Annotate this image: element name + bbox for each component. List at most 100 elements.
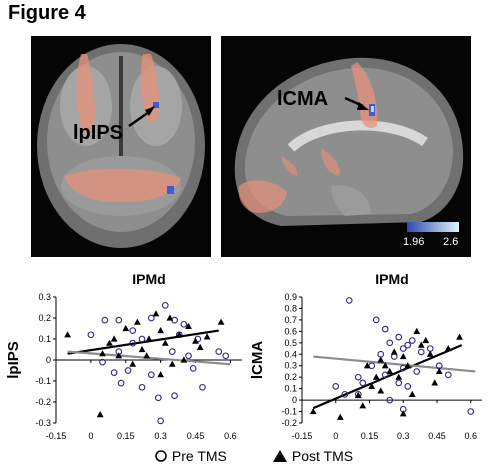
filled-triangle-icon <box>273 450 287 462</box>
pre-tms-point <box>215 348 223 355</box>
pre-tms-point <box>147 314 155 322</box>
post-tms-point <box>399 410 407 417</box>
pre-tms-point <box>386 339 394 347</box>
post-tms-point <box>196 343 204 350</box>
post-tms-point <box>152 310 160 317</box>
post-tms-point <box>99 350 106 357</box>
arrow-head-lpips <box>145 106 155 116</box>
y-tick-label: 0.1 <box>284 384 297 394</box>
post-tms-point <box>122 324 130 332</box>
y-tick-label: 0.5 <box>284 338 297 348</box>
cluster-lpips <box>153 102 159 108</box>
pre-tms-point <box>161 302 169 309</box>
pre-tms-point <box>180 320 188 328</box>
pre-tms-point <box>381 325 389 333</box>
post-tms-point <box>372 373 380 380</box>
pre-tms-point <box>171 392 178 400</box>
pre-tms-point <box>408 337 416 344</box>
y-axis-label: lpIPS <box>5 341 22 379</box>
pre-tms-point <box>386 396 394 404</box>
pre-tms-point <box>185 352 192 360</box>
post-tms-point <box>217 318 225 325</box>
pre-tms-point <box>222 352 230 360</box>
post-tms-point <box>143 352 151 359</box>
post-tms-point <box>336 413 344 420</box>
post-tms-point <box>390 348 398 355</box>
x-tick-label: 0 <box>88 431 93 441</box>
x-tick-label: 0.15 <box>117 431 135 441</box>
post-tms-point <box>377 387 385 394</box>
midline-fissure <box>119 56 123 166</box>
pre-tms-point <box>404 382 412 390</box>
post-tms-point <box>203 333 211 340</box>
open-circle-icon <box>155 450 167 462</box>
post-tms-point <box>133 318 141 325</box>
x-tick-label: 0.3 <box>154 431 167 441</box>
pre-tms-point <box>168 348 176 355</box>
pre-tms-point <box>467 408 475 415</box>
post-tms-point <box>422 336 430 344</box>
post-tms-point <box>309 407 317 415</box>
pre-tms-point <box>129 339 137 347</box>
post-tms-point <box>363 362 371 369</box>
pre-tms-point <box>138 335 146 343</box>
post-tms-point <box>192 337 199 344</box>
pre-tms-point <box>345 297 353 304</box>
post-tms-point <box>386 367 394 375</box>
pre-tms-point <box>154 394 162 402</box>
activation-left-parietal <box>76 54 96 133</box>
x-tick-label: 0.6 <box>224 431 237 441</box>
post-tms-point <box>354 391 362 399</box>
activation-cerebellum <box>65 168 181 203</box>
post-tms-point <box>115 352 123 359</box>
legend-pre: Pre TMS <box>154 448 227 464</box>
sagittal-brain-image: lCMA 1.96 2.6 <box>221 36 471 257</box>
pre-tms-point <box>332 382 340 390</box>
post-tms-point <box>359 402 367 409</box>
pre-tms-point <box>115 316 123 324</box>
pre-tms-point <box>359 379 367 387</box>
post-tms-point <box>166 314 174 321</box>
post-tms-point <box>110 335 118 342</box>
colorbar-max-label: 2.6 <box>443 236 459 248</box>
y-tick-label: 0.2 <box>38 313 51 323</box>
pre-tms-point <box>129 327 137 334</box>
pre-tms-point <box>138 383 146 391</box>
y-tick-label: 0.6 <box>284 326 297 336</box>
pre-tms-point <box>354 373 362 381</box>
pre-tms-point <box>341 391 349 398</box>
y-tick-label: -0.1 <box>281 407 297 417</box>
pre-tms-point <box>395 379 403 387</box>
post-tms-point <box>185 322 192 329</box>
post-tms-point <box>168 360 176 367</box>
activation-thalamus <box>321 148 340 176</box>
y-tick-label: -0.3 <box>35 418 51 428</box>
pre-tms-point <box>404 341 412 349</box>
y-tick-label: 0.8 <box>284 303 297 313</box>
pre-tms-point <box>110 369 118 376</box>
post-tms-point <box>456 333 463 340</box>
pre-tms-point <box>377 350 385 358</box>
pre-tms-point <box>417 348 425 356</box>
arrow-head-lcma <box>357 102 369 110</box>
y-tick-label: 0.3 <box>38 292 51 302</box>
post-tms-point <box>431 379 439 386</box>
activation-occipital <box>238 180 287 213</box>
y-tick-label: 0.1 <box>38 334 51 344</box>
x-tick-label: 0.6 <box>464 431 477 441</box>
pre-tms-point <box>390 353 398 360</box>
post-tms-point <box>96 411 104 418</box>
sagittal-brain-drawing <box>234 57 464 232</box>
pre-tms-point <box>101 316 109 324</box>
pre-tms-point <box>124 367 132 374</box>
fit-line-post-tms <box>67 329 219 355</box>
post-tms-point <box>64 331 72 338</box>
post-tms-point <box>106 339 113 346</box>
post-tms-point <box>435 367 443 375</box>
post-tms-point <box>408 390 416 397</box>
cluster-cerebellar <box>167 186 174 194</box>
y-axis-label: lCMA <box>249 341 266 379</box>
post-tms-point <box>157 371 165 378</box>
legend: Pre TMS Post TMS <box>0 448 500 468</box>
